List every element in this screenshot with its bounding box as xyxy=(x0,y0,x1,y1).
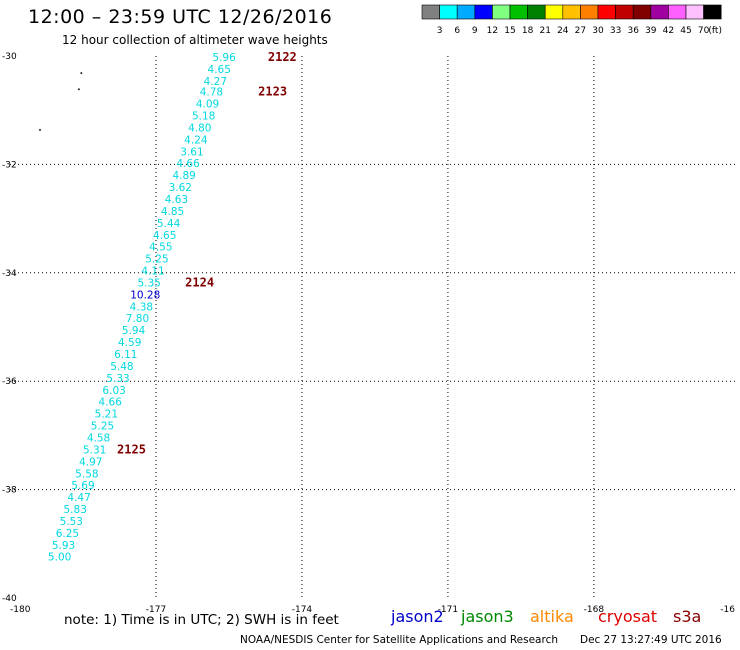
legend-label: 27 xyxy=(575,26,586,36)
longitude-tick-label: -177 xyxy=(146,605,166,615)
swh-value-label: 5.53 xyxy=(60,516,83,528)
legend-label: 18 xyxy=(522,26,534,36)
longitude-tick-label: -168 xyxy=(584,605,605,615)
legend-label: 12 xyxy=(487,26,498,36)
swh-value-label: 4.65 xyxy=(208,64,231,76)
swh-value-label: 5.33 xyxy=(106,373,129,385)
legend-swatch xyxy=(703,4,722,20)
land-dot xyxy=(39,129,41,131)
timestamp-footer: Dec 27 13:27:49 UTC 2016 xyxy=(580,634,722,646)
legend-label: 3 xyxy=(437,26,443,36)
legend-label: 24 xyxy=(557,26,569,36)
pass-time-label: 2125 xyxy=(117,442,146,456)
swh-value-label: 4.63 xyxy=(165,194,188,206)
latitude-tick-label: -30 xyxy=(2,52,17,62)
latitude-tick-label: -36 xyxy=(2,377,17,387)
swh-value-label: 4.89 xyxy=(172,170,195,182)
credit-footer: NOAA/NESDIS Center for Satellite Applica… xyxy=(240,634,558,646)
swh-value-label: 4.27 xyxy=(204,76,227,88)
legend-unit: (ft) xyxy=(708,26,722,36)
swh-value-label: 4.97 xyxy=(79,456,102,468)
swh-value-label: 6.11 xyxy=(114,349,137,361)
swh-value-label: 7.80 xyxy=(126,313,149,325)
units-note: note: 1) Time is in UTC; 2) SWH is in fe… xyxy=(64,612,339,628)
swh-value-label: 5.69 xyxy=(71,480,94,492)
satellite-altika-label: altika xyxy=(530,607,574,626)
swh-value-label: 5.21 xyxy=(95,409,118,421)
longitude-tick-label: -171 xyxy=(438,605,458,615)
pass-time-label: 2124 xyxy=(185,275,214,289)
pass-time-label: 2123 xyxy=(258,85,287,99)
legend-label: 42 xyxy=(663,26,674,36)
land-dot xyxy=(80,72,83,74)
swh-value-label: 5.25 xyxy=(91,421,114,433)
satellite-jason2-label: jason2 xyxy=(391,607,444,626)
land-dot xyxy=(78,88,80,91)
swh-value-label: 5.93 xyxy=(52,540,75,552)
color-scale-legend: 3 6 9 12 15 18 21 24 27 30 33 36 39 42 45 70 (ft) xyxy=(421,4,722,36)
latitude-tick-label: -40 xyxy=(2,594,17,604)
swh-value-label: 4.59 xyxy=(118,337,141,349)
latitude-tick-label: -34 xyxy=(2,269,17,279)
longitude-tick-label: -180 xyxy=(10,605,31,615)
swh-value-label: 4.55 xyxy=(149,242,172,254)
map-title: 12:00 – 23:59 UTC 12/26/2016 xyxy=(28,6,333,28)
swh-value-label: 4.66 xyxy=(99,397,123,409)
swh-value-label: 4.38 xyxy=(130,301,153,313)
legend-label: 33 xyxy=(610,26,621,36)
swh-value-label: 3.62 xyxy=(169,182,192,194)
swh-value-label: 5.31 xyxy=(83,444,106,456)
satellite-s3a-label: s3a xyxy=(673,607,702,626)
swh-value-label: 3.61 xyxy=(180,146,203,158)
swh-value-label: 5.48 xyxy=(110,361,133,373)
longitude-tick-label: -16 xyxy=(720,605,735,615)
swh-value-label: 4.80 xyxy=(188,122,211,134)
swh-value-label: 5.58 xyxy=(75,468,98,480)
swh-value-label: 4.24 xyxy=(184,134,208,146)
map-subtitle: 12 hour collection of altimeter wave hei… xyxy=(62,33,328,47)
longitude-tick-label: -174 xyxy=(292,605,313,615)
legend-label: 30 xyxy=(592,26,604,36)
swh-value-label: 5.96 xyxy=(212,52,236,64)
satellite-cryosat-label: cryosat xyxy=(598,607,658,626)
swh-value-label: 5.44 xyxy=(157,218,181,230)
swh-value-label: 4.85 xyxy=(161,206,184,218)
pass-time-label: 2122 xyxy=(268,50,297,64)
swh-value-label: 4.09 xyxy=(196,99,219,111)
legend-label: 45 xyxy=(680,26,691,36)
legend-label: 21 xyxy=(539,26,550,36)
swh-value-label: 4.65 xyxy=(153,230,176,242)
legend-label: 9 xyxy=(472,26,478,36)
swh-value-label: 5.25 xyxy=(145,254,168,266)
swh-value-label: 4.11 xyxy=(141,266,164,278)
swh-value-label: 10.28 xyxy=(130,289,160,301)
swh-value-label: 4.78 xyxy=(200,87,223,99)
latitude-tick-label: -32 xyxy=(2,160,17,170)
swh-value-label: 4.58 xyxy=(87,432,110,444)
swh-value-label: 4.47 xyxy=(67,492,90,504)
legend-label: 36 xyxy=(627,26,639,36)
legend-label: 39 xyxy=(645,26,657,36)
satellite-jason3-label: jason3 xyxy=(461,607,514,626)
legend-label: 6 xyxy=(454,26,460,36)
swh-value-label: 4.66 xyxy=(176,158,200,170)
swh-value-label: 5.35 xyxy=(137,277,160,289)
swh-value-label: 5.00 xyxy=(48,552,71,564)
swh-value-label: 5.18 xyxy=(192,111,215,123)
swh-value-label: 5.94 xyxy=(122,325,146,337)
legend-label: 15 xyxy=(504,26,515,36)
swh-value-label: 6.03 xyxy=(102,385,125,397)
swh-value-label: 6.25 xyxy=(56,528,79,540)
latitude-tick-label: -38 xyxy=(2,486,17,496)
swh-value-label: 5.83 xyxy=(64,504,87,516)
legend-label: 70 xyxy=(698,26,710,36)
